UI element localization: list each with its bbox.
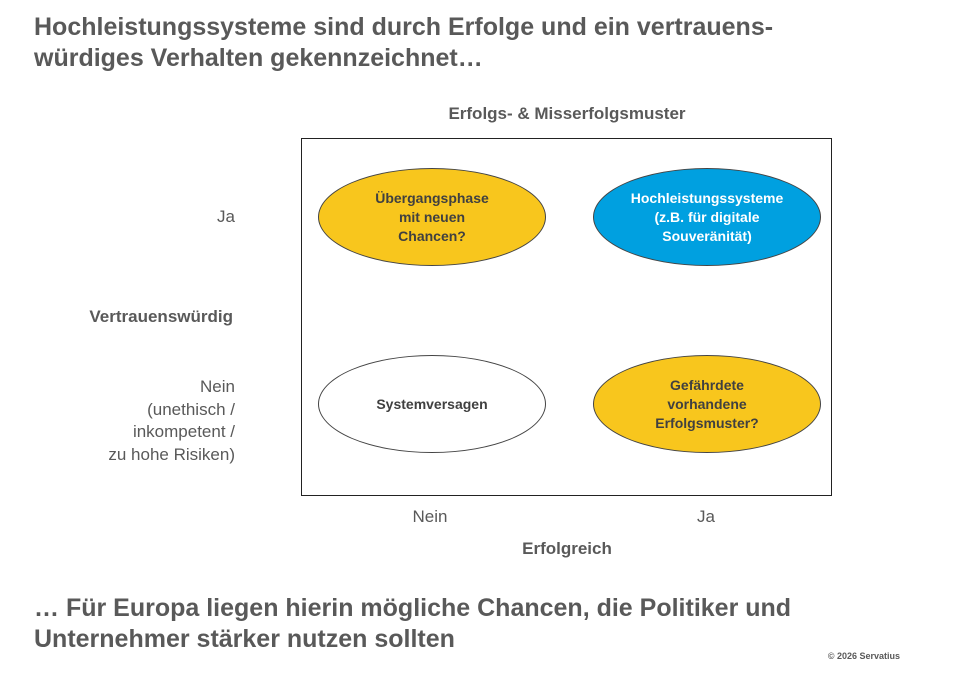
x-axis-title: Erfolgreich xyxy=(522,539,612,558)
quadrant-transition-phase: Übergangsphase mit neuen Chancen? xyxy=(318,168,546,266)
matrix-title: Erfolgs- & Misserfolgsmuster xyxy=(448,104,686,123)
y-axis-title: Vertrauenswürdig xyxy=(89,307,233,326)
x-axis-label-no: Nein xyxy=(412,507,448,526)
copyright-notice: © 2026 Servatius xyxy=(827,651,900,661)
x-axis-label-yes: Ja xyxy=(697,507,715,526)
y-axis-label-no: Nein (unethisch / inkompetent / zu hohe … xyxy=(108,377,235,464)
slide-title: Hochleistungssysteme sind durch Erfolge … xyxy=(34,13,774,72)
quadrant-system-failure: Systemversagen xyxy=(318,355,546,453)
quadrant-high-performance-systems: Hochleistungssysteme (z.B. für digitale … xyxy=(593,168,821,266)
matrix-frame xyxy=(301,138,832,496)
slide-footer: … Für Europa liegen hierin mögliche Chan… xyxy=(34,594,792,653)
quadrant-endangered-patterns: Gefährdete vorhandene Erfolgsmuster? xyxy=(593,355,821,453)
y-axis-label-yes: Ja xyxy=(217,207,235,226)
